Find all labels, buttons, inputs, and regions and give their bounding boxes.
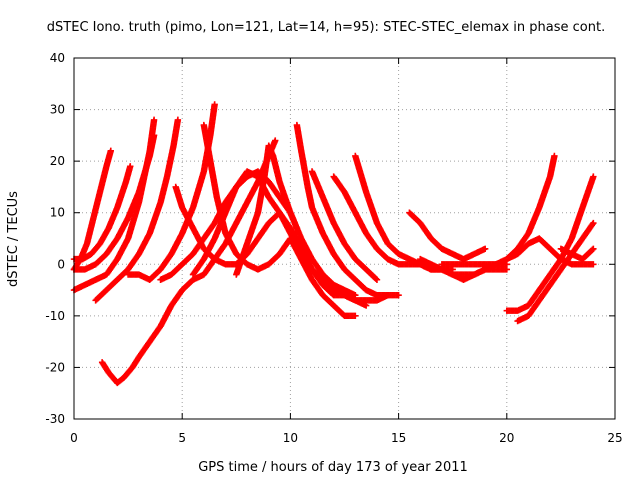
series-arc-m	[293, 121, 391, 299]
y-tick-label: 10	[50, 206, 65, 220]
series-arc-w	[503, 235, 597, 268]
data-point	[395, 292, 402, 299]
series-arc-s	[438, 152, 558, 268]
series-arc-t	[503, 173, 597, 314]
x-tick-label: 25	[607, 431, 622, 445]
data-point	[272, 137, 279, 144]
data-point	[127, 163, 134, 170]
series-arc-d	[70, 116, 158, 294]
y-tick-label: -10	[45, 309, 65, 323]
y-tick-label: 30	[50, 103, 65, 117]
data-point	[481, 245, 489, 253]
data-point	[551, 152, 558, 160]
series-arc-l	[233, 142, 359, 299]
data-point	[384, 292, 391, 299]
data-point	[590, 173, 597, 180]
y-tick-label: -30	[45, 412, 65, 426]
series-arc-o	[330, 173, 456, 273]
data-point	[150, 116, 158, 124]
data-point	[590, 245, 597, 253]
axis-ticks: 0 5 10 15 20 25 -30 -20 -10 0 10 20 30 40	[45, 51, 622, 445]
data-point	[211, 101, 218, 108]
data-point	[373, 276, 381, 283]
data-point	[589, 246, 596, 253]
data-point	[590, 219, 597, 227]
x-tick-label: 5	[178, 431, 186, 445]
series-arc-v	[557, 245, 597, 263]
data-point	[352, 292, 359, 299]
data-points	[70, 101, 597, 387]
data-point	[352, 312, 359, 320]
chart-title: dSTEC Iono. truth (pimo, Lon=121, Lat=14…	[47, 20, 605, 35]
y-tick-label: -20	[45, 360, 65, 374]
data-point	[107, 147, 114, 155]
series-arc-p	[352, 152, 510, 278]
x-tick-label: 20	[499, 431, 514, 445]
x-tick-label: 15	[391, 431, 406, 445]
data-point	[372, 275, 380, 283]
series-arc-e	[92, 116, 182, 304]
y-tick-label: 40	[50, 51, 65, 65]
y-tick-label: 0	[57, 257, 65, 271]
data-point	[174, 116, 182, 124]
y-axis-label: dSTEC / TECUs	[6, 191, 21, 287]
series-arc-n	[308, 168, 381, 283]
series-arc-k	[200, 121, 359, 320]
y-tick-label: 20	[50, 154, 65, 168]
series-arc-f	[98, 137, 279, 387]
data-point	[590, 261, 597, 268]
series-arc-b	[70, 163, 134, 263]
x-axis-label: GPS time / hours of day 173 of year 2011	[198, 460, 468, 475]
series-arc-q	[406, 209, 489, 263]
series-arc-a	[70, 147, 114, 273]
x-tick-label: 0	[70, 431, 78, 445]
plot-frame	[73, 57, 616, 420]
x-tick-label: 10	[283, 431, 298, 445]
